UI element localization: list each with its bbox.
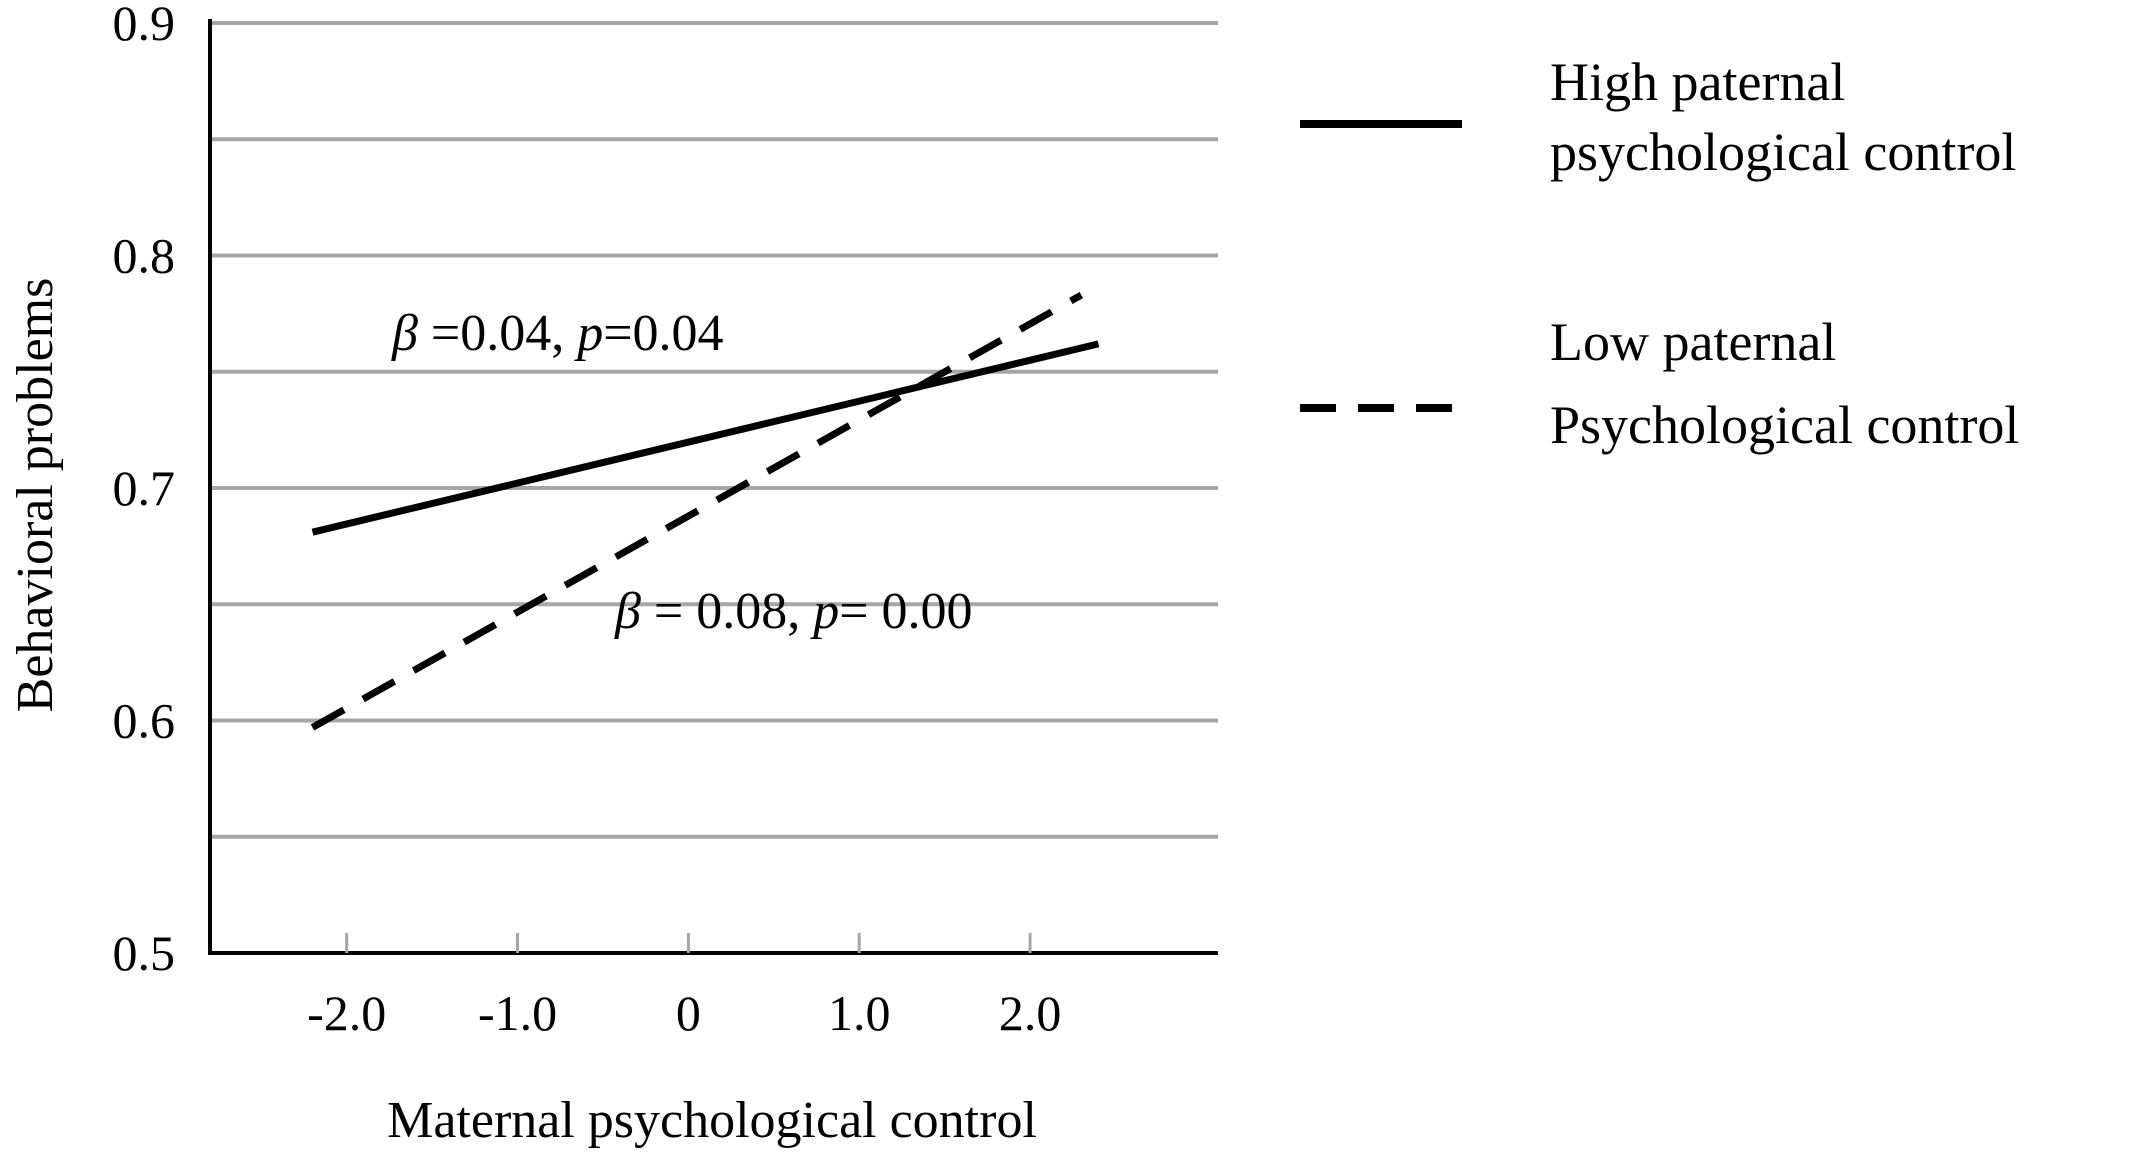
legend-label-line-1: High paternal (1550, 52, 1845, 112)
legend-item-low-paternal: Low paternal Psychological control (1300, 312, 2019, 455)
annotation-p-value: =0.04 (603, 305, 723, 362)
x-tick-label: -1.0 (478, 985, 557, 1041)
y-tick-label: 0.8 (113, 228, 176, 284)
legend-label-line-1: Low paternal (1550, 312, 1836, 372)
series-line-high-paternal (311, 340, 1100, 536)
gridlines (210, 21, 1218, 839)
annotation-p-value: = 0.00 (839, 583, 972, 640)
series-lines (310, 291, 1100, 731)
axis-ticks: 0.5 0.6 0.7 0.8 0.9 -2.0 -1.0 0 1.0 2.0 (113, 0, 1062, 1041)
legend: High paternal psychological control Low … (1300, 52, 2019, 455)
legend-label-line-2: Psychological control (1550, 395, 2019, 455)
annotation-low-paternal: β = 0.08, p= 0.00 (614, 583, 973, 640)
annotation-beta-value: = 0.08, (641, 583, 813, 640)
x-tick-label: 2.0 (999, 985, 1062, 1041)
annotation-p-symbol: p (573, 305, 603, 362)
legend-label-line-2: psychological control (1550, 122, 2016, 182)
axes (208, 19, 1218, 955)
annotation-p-symbol: p (809, 583, 839, 640)
x-tick-label: -2.0 (307, 985, 386, 1041)
annotation-beta-symbol: β (614, 583, 641, 640)
legend-item-high-paternal: High paternal psychological control (1300, 52, 2016, 182)
annotation-high-paternal: β =0.04, p=0.04 (391, 305, 724, 362)
series-line-low-paternal (310, 291, 1084, 731)
y-tick-label: 0.7 (113, 460, 176, 516)
annotation-beta-symbol: β (391, 305, 418, 362)
x-tick-label: 0 (676, 985, 701, 1041)
y-tick-label: 0.9 (113, 0, 176, 51)
y-axis-label: Behavioral problems (7, 278, 64, 713)
annotation-beta-value: =0.04, (418, 305, 577, 362)
x-tick-label: 1.0 (828, 985, 891, 1041)
y-tick-label: 0.5 (113, 925, 176, 981)
x-axis-label: Maternal psychological control (387, 1092, 1037, 1149)
y-tick-label: 0.6 (113, 693, 176, 749)
